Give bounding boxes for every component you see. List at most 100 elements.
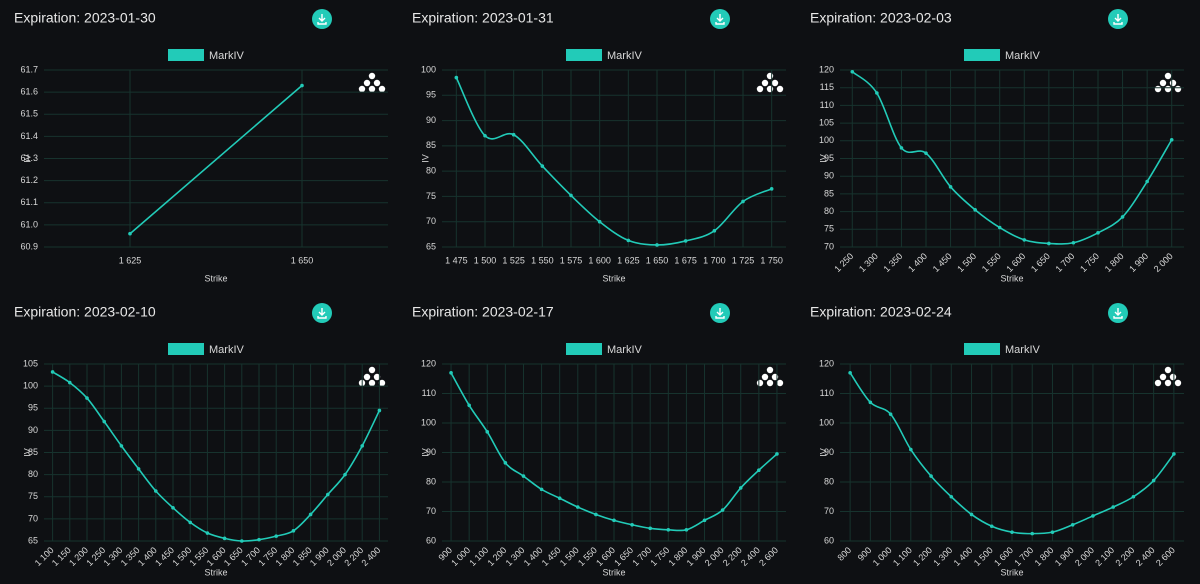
iv-point — [1047, 241, 1051, 246]
download-icon — [317, 308, 327, 319]
y-tick-label: 61.6 — [20, 87, 38, 97]
iv-point — [757, 468, 761, 472]
iv-point — [102, 419, 106, 424]
logo-dot — [1174, 379, 1182, 387]
download-button[interactable] — [710, 303, 730, 323]
y-tick-label: 61.0 — [20, 219, 38, 229]
iv-point — [50, 370, 55, 374]
y-tick-label: 110 — [422, 388, 436, 398]
iv-point — [1145, 179, 1149, 184]
iv-point — [485, 430, 490, 434]
x-tick-label: 1 100 — [467, 545, 490, 568]
download-button[interactable] — [312, 303, 332, 323]
y-tick-label: 105 — [819, 117, 834, 127]
x-tick-label: 1 675 — [674, 255, 697, 265]
legend-label: MarkIV — [209, 344, 245, 356]
y-axis-label: IV — [420, 448, 430, 457]
x-tick-label: 1 500 — [972, 545, 995, 568]
logo-dot — [368, 379, 376, 387]
x-tick-label: 1 500 — [955, 251, 978, 274]
iv-point — [1091, 514, 1095, 518]
logo-dot — [756, 85, 764, 93]
download-icon — [317, 14, 327, 25]
x-tick-label: 1 650 — [646, 255, 669, 265]
download-button[interactable] — [710, 9, 730, 29]
logo-dot — [766, 366, 774, 374]
iv-point — [240, 539, 244, 543]
y-tick-label: 75 — [28, 491, 38, 501]
x-tick-label: 1 625 — [617, 255, 640, 265]
y-axis-label: IV — [420, 154, 430, 163]
x-tick-label: 1 600 — [594, 545, 617, 568]
y-tick-label: 100 — [421, 64, 436, 74]
y-tick-label: 70 — [824, 241, 834, 251]
iv-point — [569, 193, 573, 198]
logo — [358, 72, 386, 93]
y-axis-label: IV — [818, 448, 828, 457]
iv-point — [1111, 505, 1115, 509]
y-tick-label: 65 — [426, 241, 436, 251]
x-tick-label: 1 600 — [992, 545, 1015, 568]
download-icon — [715, 14, 725, 25]
logo-dot — [1169, 373, 1177, 381]
iv-point — [1120, 215, 1125, 219]
y-tick-label: 95 — [824, 153, 834, 163]
iv-point — [594, 512, 598, 517]
iv-point — [540, 164, 545, 168]
y-tick-label: 80 — [824, 206, 834, 216]
x-tick-label: 1 575 — [560, 255, 583, 265]
x-tick-label: 1 300 — [504, 545, 527, 568]
logo-dot — [766, 85, 774, 93]
panel-title: Expiration: 2023-02-10 — [14, 304, 156, 320]
logo-dot — [373, 373, 381, 381]
logo-dot — [766, 72, 774, 80]
x-tick-label: 2 600 — [1154, 545, 1177, 568]
iv-point — [557, 496, 562, 501]
x-axis-label: Strike — [602, 273, 625, 283]
iv-point — [188, 520, 192, 525]
logo-dot — [1159, 373, 1167, 381]
iv-point — [521, 474, 526, 478]
x-tick-label: 1 900 — [685, 545, 708, 568]
y-tick-label: 65 — [28, 535, 38, 545]
logo — [1154, 72, 1182, 93]
x-tick-label: 1 700 — [630, 545, 653, 568]
x-tick-label: 1 300 — [931, 545, 954, 568]
legend-swatch — [566, 49, 602, 61]
iv-point — [683, 239, 688, 243]
iv-line — [851, 71, 1173, 245]
y-tick-label: 120 — [819, 358, 834, 368]
iv-line — [129, 84, 303, 235]
x-tick-label: 2 100 — [1093, 545, 1116, 568]
download-button[interactable] — [312, 9, 332, 29]
iv-point — [949, 494, 954, 499]
y-tick-label: 75 — [426, 191, 436, 201]
iv-point — [738, 486, 743, 490]
iv-point — [899, 146, 904, 150]
iv-point — [626, 238, 631, 243]
x-tick-label: 1 750 — [648, 545, 671, 568]
x-tick-label: 1 450 — [540, 545, 563, 568]
logo-dot — [378, 85, 386, 93]
iv-point — [308, 512, 313, 517]
download-button[interactable] — [1108, 303, 1128, 323]
download-button[interactable] — [1108, 9, 1128, 29]
x-tick-label: 1 650 — [1029, 251, 1052, 274]
iv-point — [924, 151, 928, 155]
x-tick-label: 1 750 — [1078, 251, 1101, 274]
x-tick-label: 1 250 — [832, 251, 855, 274]
iv-point — [929, 474, 933, 478]
logo-dot — [761, 79, 769, 87]
y-tick-label: 60 — [824, 535, 834, 545]
x-tick-label: 2 400 — [359, 545, 382, 568]
logo — [358, 366, 386, 387]
y-tick-label: 61.1 — [20, 197, 38, 207]
y-tick-label: 70 — [426, 216, 436, 226]
iv-point — [377, 408, 382, 413]
iv-point — [360, 444, 365, 448]
x-tick-label: 1 750 — [760, 255, 783, 265]
iv-point — [467, 403, 471, 408]
y-tick-label: 80 — [426, 166, 436, 176]
logo-dot — [358, 85, 366, 93]
